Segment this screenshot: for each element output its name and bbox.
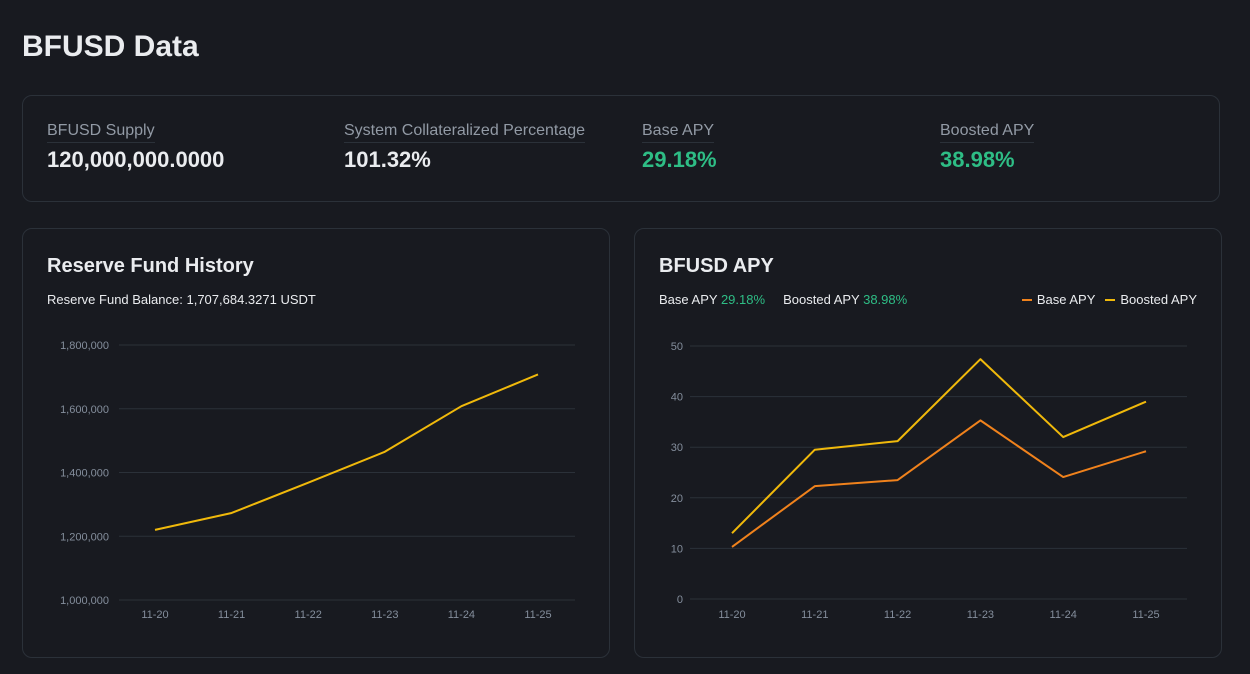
legend-item-base-apy[interactable]: Base APY	[1021, 292, 1096, 307]
reserve-fund-title: Reserve Fund History	[47, 255, 254, 277]
stat-value: 120,000,000.0000	[47, 147, 225, 172]
legend-swatch	[1021, 298, 1032, 301]
y-tick-label: 1,800,000	[60, 340, 109, 352]
apy-title: BFUSD APY	[659, 255, 774, 277]
y-tick-label: 1,200,000	[60, 531, 109, 543]
reserve-fund-chart[interactable]: 1,000,000 1,200,000 1,400,000 1,600,000 1,80…	[23, 229, 611, 659]
legend-label: Boosted APY	[1120, 292, 1197, 307]
stat-base-apy: Base APY 29.18%	[642, 122, 717, 173]
x-tick-label: 11-25	[1132, 609, 1159, 621]
y-tick-label: 0	[677, 594, 683, 606]
legend-label: Base APY	[1036, 292, 1096, 307]
page-title: BFUSD Data	[22, 30, 199, 63]
x-tick-label: 11-21	[801, 609, 828, 621]
y-tick-label: 1,400,000	[60, 468, 109, 480]
x-tick-label: 11-21	[218, 609, 245, 621]
x-tick-label: 11-20	[718, 609, 745, 621]
base-apy-label: Base APY	[659, 292, 718, 307]
x-tick-label: 11-25	[524, 609, 551, 621]
series-line-boosted-apy	[731, 358, 1147, 534]
y-tick-label: 1,000,000	[60, 595, 109, 607]
reserve-fund-balance: Reserve Fund Balance: 1,707,684.3271 USD…	[47, 292, 316, 307]
y-tick-label: 20	[671, 493, 683, 505]
y-tick-label: 40	[671, 392, 683, 404]
x-tick-label: 11-24	[448, 609, 475, 621]
x-tick-label: 11-22	[884, 609, 911, 621]
stat-label: BFUSD Supply	[47, 122, 155, 143]
x-tick-label: 11-24	[1050, 609, 1077, 621]
x-tick-label: 11-23	[371, 609, 398, 621]
x-tick-label: 11-23	[967, 609, 994, 621]
apy-legend: Base APY Boosted APY	[1021, 292, 1197, 307]
stat-label: Base APY	[642, 122, 715, 143]
stat-value: 101.32%	[344, 147, 431, 172]
balance-label: Reserve Fund Balance:	[47, 292, 183, 307]
boosted-apy-value: 38.98%	[863, 292, 908, 307]
stat-value: 38.98%	[940, 147, 1015, 172]
y-tick-label: 30	[671, 442, 683, 454]
series-line-base-apy	[731, 419, 1147, 548]
y-tick-label: 1,600,000	[60, 404, 109, 416]
legend-item-boosted-apy[interactable]: Boosted APY	[1105, 292, 1197, 307]
stats-card: BFUSD Supply 120,000,000.0000 System Col…	[22, 95, 1220, 202]
stat-value: 29.18%	[642, 147, 717, 172]
base-apy-value: 29.18%	[720, 292, 766, 307]
apy-panel: BFUSD APY Base APY 29.18% Boosted APY 38…	[634, 228, 1222, 658]
series-line	[154, 373, 539, 531]
apy-chart[interactable]: 0 10 20 30 40 50 11-20 11-21 11-22 11-23 11-24 11-2…	[635, 229, 1223, 659]
x-tick-label: 11-22	[295, 609, 322, 621]
boosted-apy-label: Boosted APY	[783, 292, 860, 307]
legend-swatch	[1105, 298, 1116, 301]
stat-label: Boosted APY	[940, 122, 1035, 143]
apy-summary: Base APY 29.18% Boosted APY 38.98%	[659, 292, 907, 307]
stat-collateralized: System Collateralized Percentage 101.32%	[344, 122, 586, 173]
stat-supply: BFUSD Supply 120,000,000.0000	[47, 122, 224, 173]
reserve-fund-panel: Reserve Fund History Reserve Fund Balanc…	[22, 228, 610, 658]
balance-value: 1,707,684.3271 USDT	[186, 292, 316, 307]
stat-boosted-apy: Boosted APY 38.98%	[940, 122, 1035, 173]
stat-label: System Collateralized Percentage	[344, 122, 586, 143]
y-tick-label: 10	[671, 543, 683, 555]
x-tick-label: 11-20	[141, 609, 168, 621]
y-tick-label: 50	[671, 341, 683, 353]
